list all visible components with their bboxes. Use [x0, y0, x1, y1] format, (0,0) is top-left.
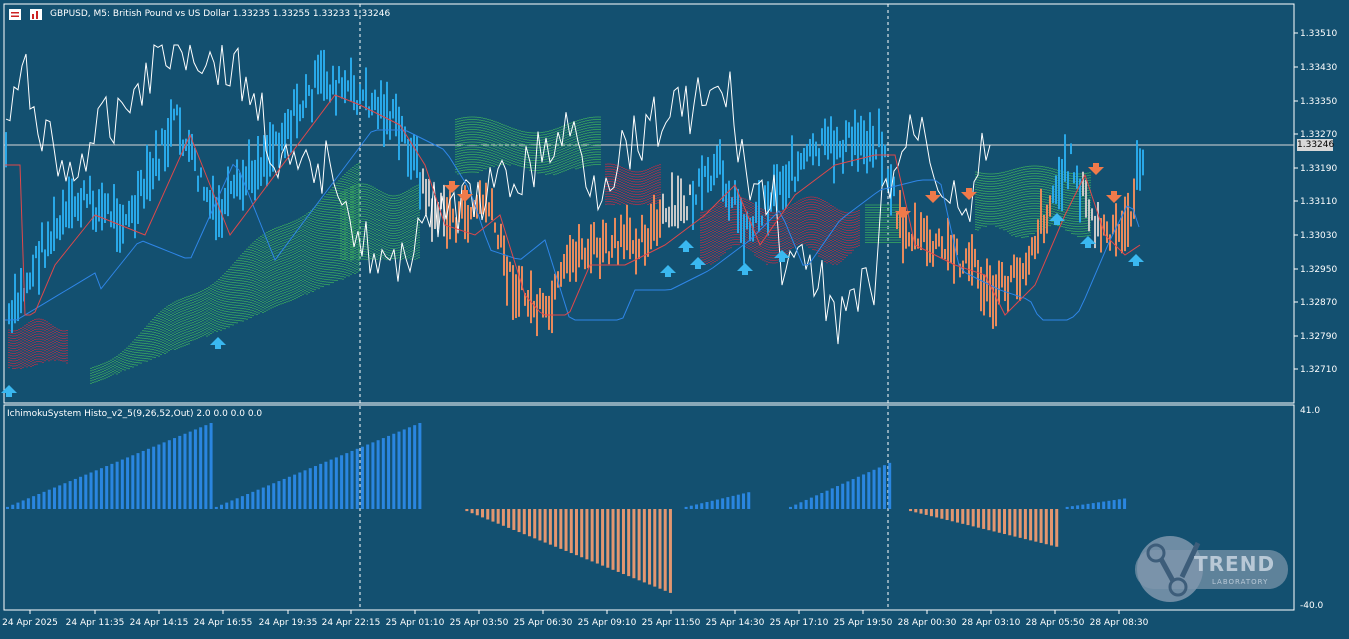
time-axis-tick-label: 28 Apr 03:10 — [962, 618, 1021, 628]
price-axis-tick-label: 1.33350 — [1300, 97, 1337, 107]
time-axis-tick-label: 24 Apr 2025 — [2, 618, 58, 628]
window-menu-icon-line — [11, 16, 19, 18]
window-menu-icon-line — [11, 12, 19, 14]
window-menu-icon — [9, 9, 21, 20]
time-axis-tick-label: 25 Apr 01:10 — [386, 618, 445, 628]
price-axis-tick-label: 1.32790 — [1300, 332, 1337, 342]
time-axis-tick-label: 24 Apr 14:15 — [130, 618, 189, 628]
time-axis-tick-label: 24 Apr 16:55 — [194, 618, 253, 628]
time-axis-tick-label: 25 Apr 06:30 — [514, 618, 573, 628]
time-axis-tick-label: 25 Apr 11:50 — [642, 618, 701, 628]
time-axis-tick-label: 25 Apr 17:10 — [770, 618, 829, 628]
time-axis-tick-label: 28 Apr 05:50 — [1026, 618, 1085, 628]
chart-type-icon-bar — [36, 11, 38, 19]
chart-type-icon-bar — [32, 14, 34, 19]
time-axis-tick-label: 25 Apr 03:50 — [450, 618, 509, 628]
price-axis-tick-label: 1.33030 — [1300, 231, 1337, 241]
time-axis-tick-label: 28 Apr 08:30 — [1090, 618, 1149, 628]
time-axis-tick-label: 25 Apr 19:50 — [834, 618, 893, 628]
price-axis-tick-label: 1.32870 — [1300, 298, 1337, 308]
price-axis-tick-label: 1.33190 — [1300, 164, 1337, 174]
price-axis-tick-label: 1.33430 — [1300, 63, 1337, 73]
time-axis-tick-label: 24 Apr 11:35 — [66, 618, 125, 628]
time-axis-tick-label: 25 Apr 14:30 — [706, 618, 765, 628]
time-axis-tick-label: 24 Apr 19:35 — [259, 618, 318, 628]
price-axis-tick-label: 1.33510 — [1300, 29, 1337, 39]
time-axis-tick-label: 25 Apr 09:10 — [578, 618, 637, 628]
time-axis-tick-label: 24 Apr 22:15 — [322, 618, 381, 628]
price-axis-tick-label: 1.33110 — [1300, 197, 1337, 207]
price-axis-tick-label: 1.32950 — [1300, 265, 1337, 275]
price-axis-tick-label: 1.32710 — [1300, 365, 1337, 375]
time-axis-tick-label: 28 Apr 00:30 — [898, 618, 957, 628]
